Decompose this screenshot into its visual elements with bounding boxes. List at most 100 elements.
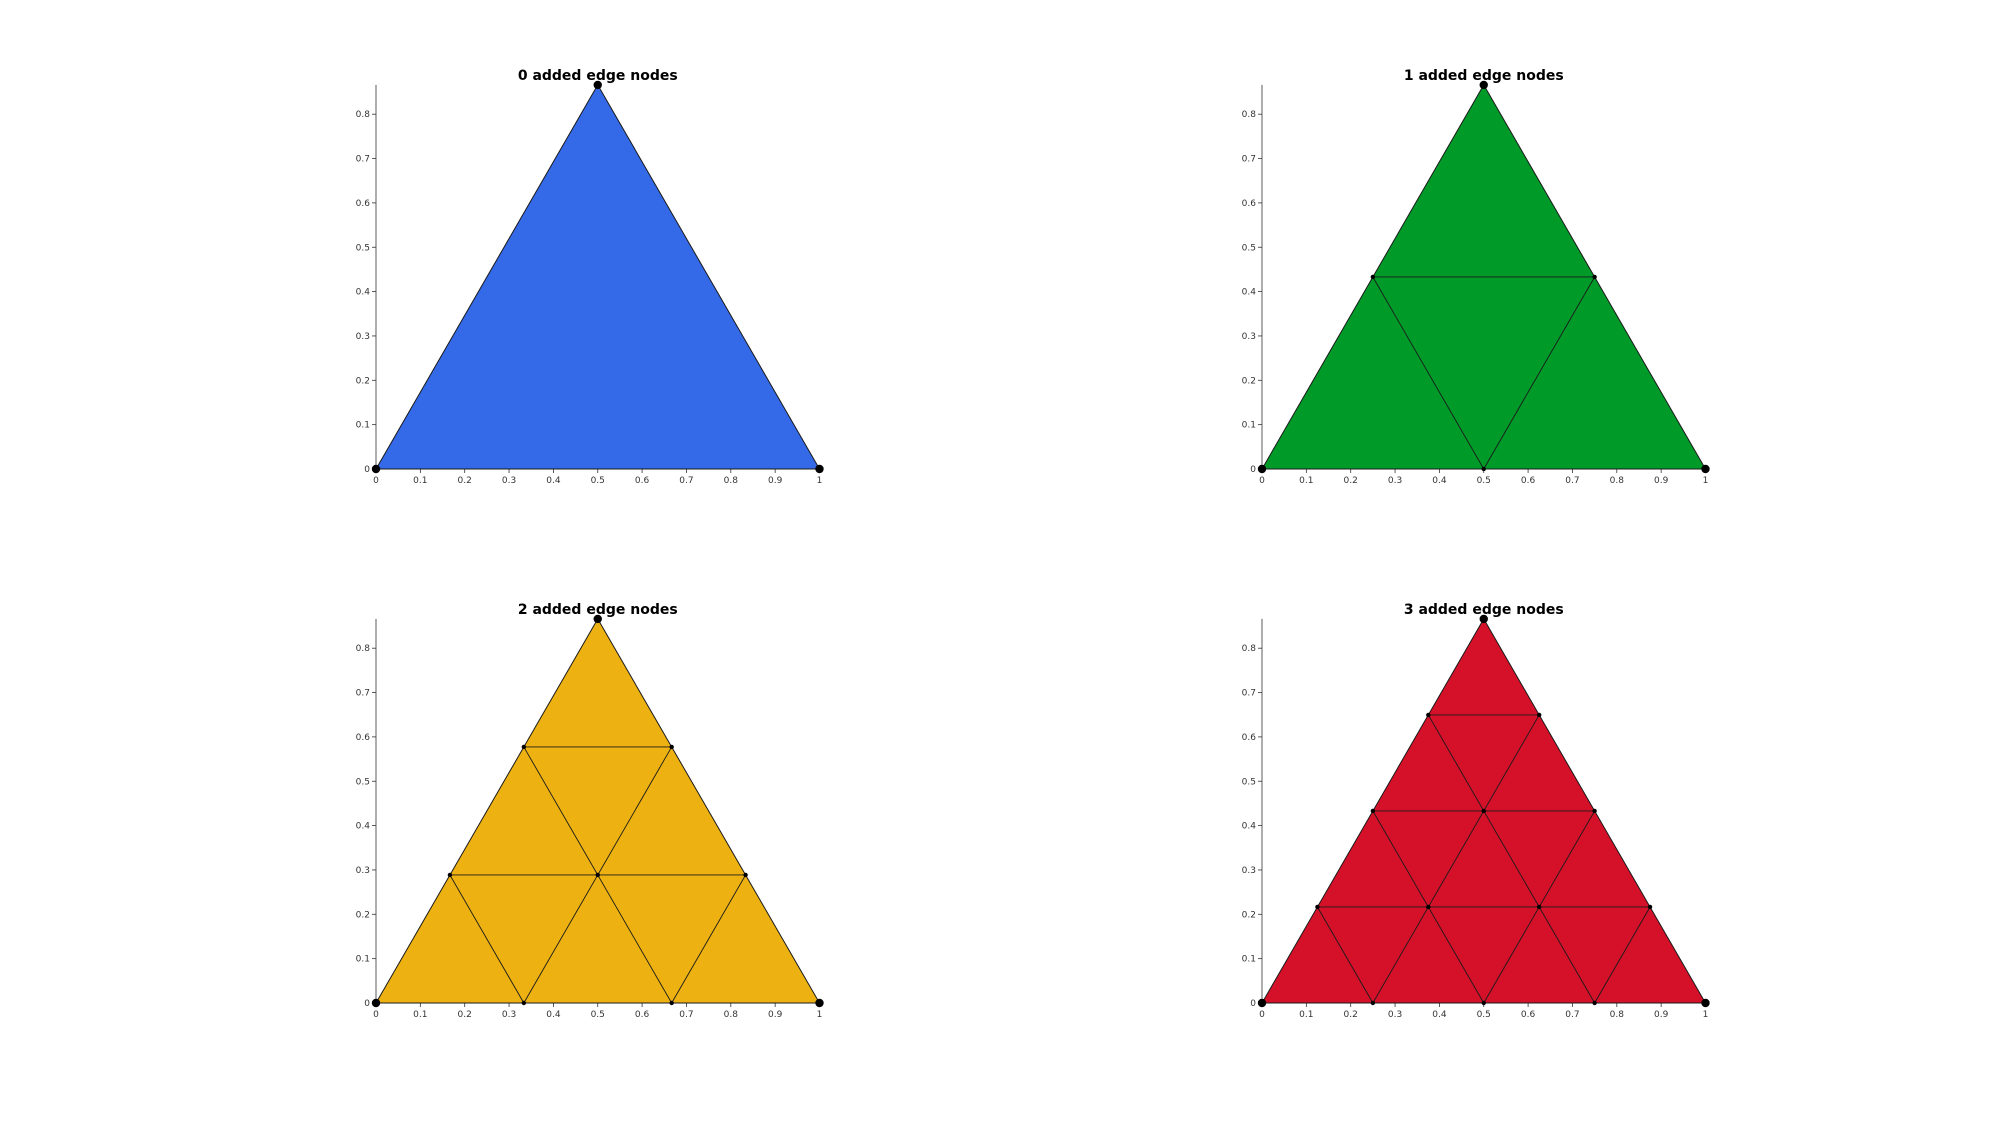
- triangle-fill: [375, 83, 821, 470]
- y-tick-label: 0.2: [356, 376, 370, 386]
- edge-node: [1536, 712, 1542, 718]
- x-tick-label: 0.9: [768, 476, 783, 486]
- edge-node: [521, 744, 527, 750]
- y-tick-label: 0.3: [1242, 332, 1256, 342]
- x-tick-label: 0.3: [1388, 1010, 1402, 1020]
- y-tick-label: 0.6: [356, 199, 371, 209]
- x-tick-label: 0.7: [1565, 1010, 1579, 1020]
- x-tick-label: 0.7: [1565, 476, 1579, 486]
- panel-title: 1 added edge nodes: [1404, 68, 1564, 84]
- edge-node: [447, 872, 453, 878]
- edge-node: [1370, 1000, 1376, 1006]
- corner-node: [1257, 464, 1267, 474]
- x-tick-label: 0.9: [768, 1010, 783, 1020]
- y-tick-label: 0.6: [356, 733, 371, 743]
- x-tick-label: 0.2: [458, 476, 472, 486]
- y-tick-label: 0.5: [356, 243, 370, 253]
- edge-node: [1536, 904, 1542, 910]
- edge-node: [1592, 274, 1597, 280]
- corner-node: [815, 998, 824, 1008]
- edge-node: [1426, 904, 1431, 910]
- x-tick-label: 0.3: [502, 476, 516, 486]
- y-tick-label: 0.8: [1242, 644, 1257, 654]
- x-tick-label: 0.8: [724, 476, 739, 486]
- y-tick-label: 0.1: [356, 421, 370, 431]
- x-tick-label: 0.4: [1432, 1010, 1447, 1020]
- x-tick-label: 0.7: [679, 476, 693, 486]
- mesh-edge: [1483, 276, 1596, 470]
- mesh-edge: [1594, 906, 1651, 1004]
- edge-node: [1481, 466, 1486, 472]
- x-tick-label: 0.5: [1477, 476, 1491, 486]
- y-tick-label: 0.8: [356, 110, 371, 120]
- corner-node: [1479, 80, 1488, 90]
- x-tick-label: 0.6: [635, 476, 650, 486]
- y-tick-label: 0.4: [356, 288, 371, 298]
- x-tick-label: 0.7: [679, 1010, 693, 1020]
- y-tick-label: 0.1: [356, 955, 370, 965]
- y-tick-label: 0.2: [1242, 376, 1256, 386]
- y-tick-label: 0: [1250, 999, 1256, 1009]
- x-tick-label: 0.5: [591, 476, 605, 486]
- triangle-mesh: [371, 614, 824, 1008]
- mesh-edge: [1372, 276, 1485, 470]
- x-tick-label: 0.6: [1521, 476, 1536, 486]
- y-tick-label: 0.7: [1242, 155, 1256, 165]
- edge-node: [521, 1000, 527, 1006]
- y-tick-label: 0.2: [356, 910, 370, 920]
- x-tick-label: 0.6: [635, 1010, 650, 1020]
- triangle-mesh: [1257, 80, 1710, 474]
- edge-node: [1370, 808, 1376, 814]
- x-tick-label: 0.4: [546, 1010, 561, 1020]
- x-tick-label: 0.1: [413, 476, 427, 486]
- x-tick-label: 1: [817, 476, 823, 486]
- y-tick-label: 0.4: [1242, 288, 1257, 298]
- x-tick-label: 1: [817, 1010, 823, 1020]
- edge-node: [1370, 274, 1376, 280]
- y-tick-label: 0: [1250, 465, 1256, 475]
- edge-node: [1481, 808, 1486, 814]
- y-tick-label: 0.7: [356, 155, 370, 165]
- x-tick-label: 0.1: [413, 1010, 427, 1020]
- edge-node: [1481, 1000, 1486, 1006]
- x-tick-label: 0.9: [1654, 1010, 1669, 1020]
- y-tick-label: 0.3: [356, 866, 370, 876]
- y-tick-label: 0: [364, 999, 370, 1009]
- x-tick-label: 0.3: [1388, 476, 1402, 486]
- y-tick-label: 0.6: [1242, 199, 1257, 209]
- panel-2-added-edge-nodes: 2 added edge nodes 0 0.1 0.2 0.3 0.4 0.5 0.6 0.…: [356, 602, 824, 1020]
- panel-title: 0 added edge nodes: [518, 68, 678, 84]
- corner-node: [1701, 464, 1710, 474]
- y-tick-label: 0.7: [356, 689, 370, 699]
- corner-node: [371, 998, 381, 1008]
- mesh-edge: [1427, 714, 1596, 1004]
- y-tick-label: 0: [364, 465, 370, 475]
- corner-node: [1257, 998, 1267, 1008]
- x-tick-label: 0.2: [1344, 1010, 1358, 1020]
- edge-node: [1426, 712, 1431, 718]
- y-tick-label: 0.4: [356, 822, 371, 832]
- x-tick-label: 1: [1703, 476, 1709, 486]
- mesh-edge: [1372, 714, 1540, 1004]
- y-tick-label: 0.4: [1242, 822, 1257, 832]
- x-tick-label: 0.1: [1299, 476, 1313, 486]
- edge-node: [743, 872, 748, 878]
- edge-node: [669, 744, 674, 750]
- y-tick-label: 0.5: [356, 777, 370, 787]
- y-tick-label: 0.5: [1242, 243, 1256, 253]
- x-tick-label: 0: [373, 1010, 379, 1020]
- y-tick-label: 0.5: [1242, 777, 1256, 787]
- x-tick-label: 0.3: [502, 1010, 516, 1020]
- y-tick-label: 0.6: [1242, 733, 1257, 743]
- x-tick-label: 0.8: [1610, 1010, 1625, 1020]
- edge-node: [595, 872, 600, 878]
- x-tick-label: 0.2: [1344, 476, 1358, 486]
- x-tick-label: 0.5: [591, 1010, 605, 1020]
- triangle-fill: [375, 617, 821, 1004]
- mesh-edge: [1317, 906, 1374, 1004]
- x-tick-label: 1: [1703, 1010, 1709, 1020]
- panel-title: 3 added edge nodes: [1404, 602, 1564, 618]
- y-tick-label: 0.7: [1242, 689, 1256, 699]
- edge-node: [1315, 904, 1320, 910]
- x-tick-label: 0: [1259, 476, 1265, 486]
